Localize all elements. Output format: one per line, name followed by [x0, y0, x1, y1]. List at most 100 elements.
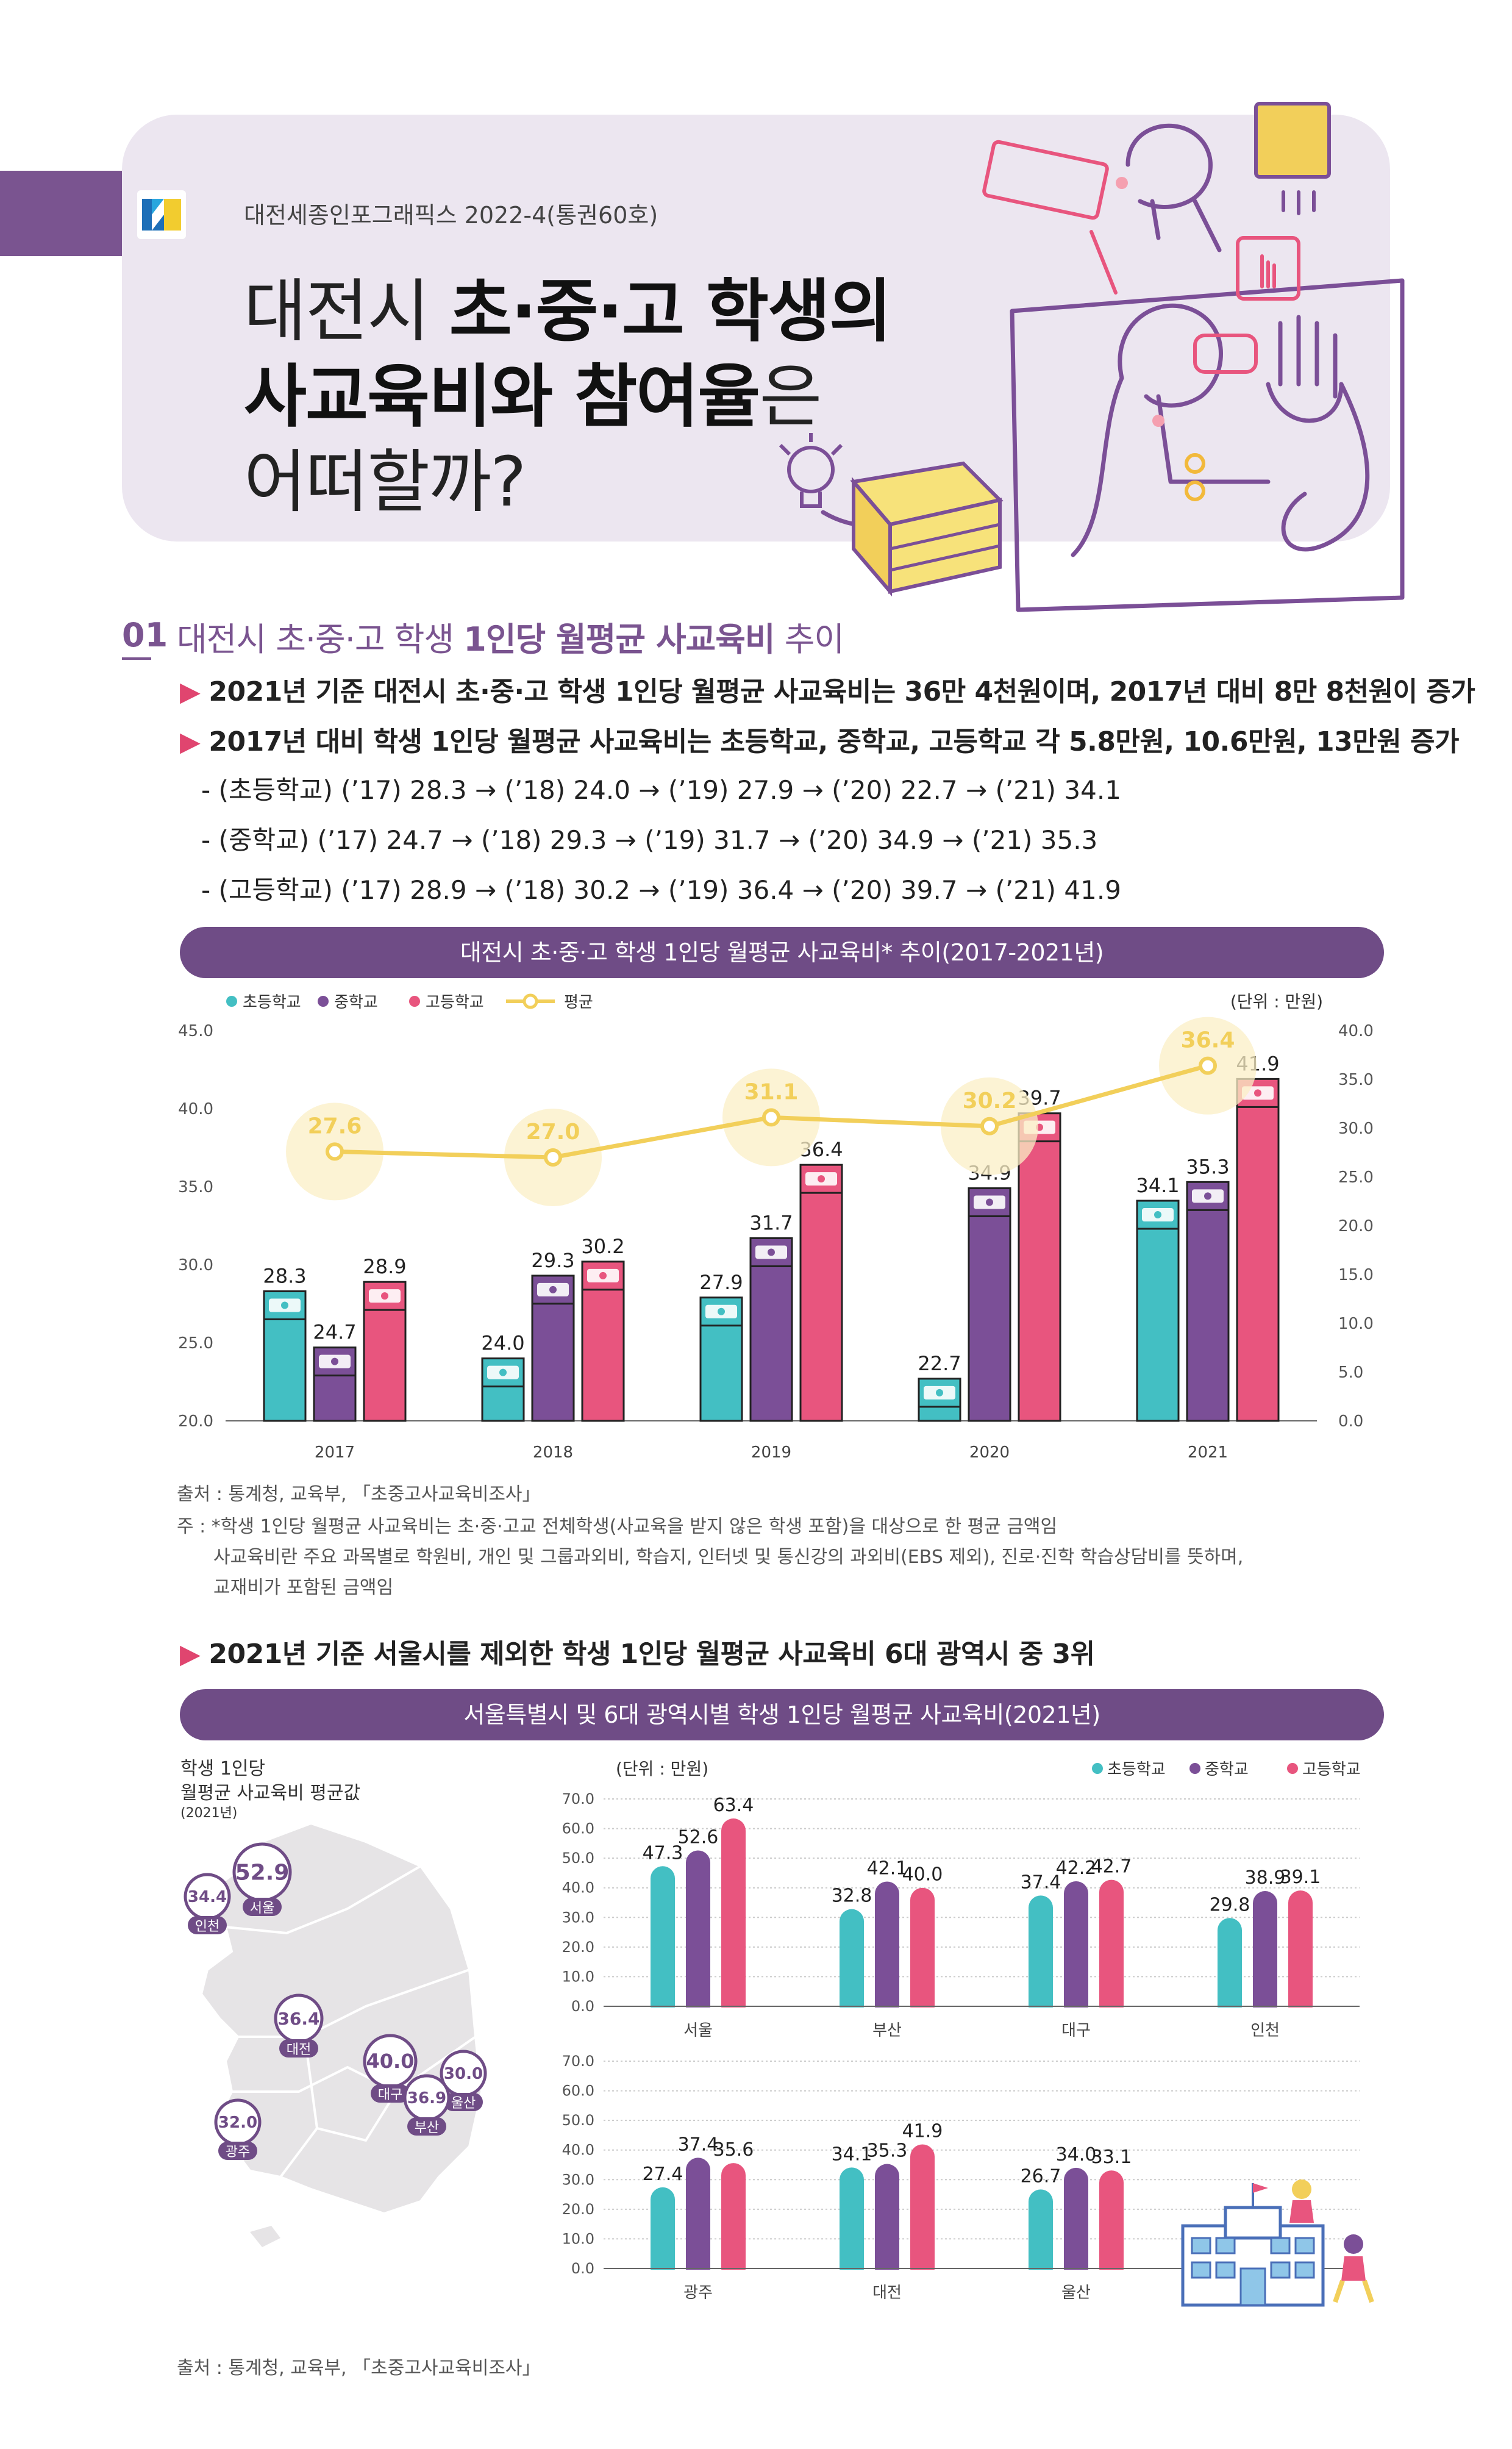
map-city-value: 36.9 [407, 2089, 446, 2108]
bar [968, 1187, 1011, 1422]
bullet-3: ▶ 2021년 기준 서울시를 제외한 학생 1인당 월평균 사교육비 6대 광역… [180, 1639, 1095, 1670]
bar-value-label: 31.7 [749, 1211, 793, 1234]
map-city-value: 32.0 [218, 2114, 257, 2132]
map-jeju [250, 2226, 280, 2247]
map-city-name: 대구 [378, 2087, 402, 2103]
y-tick-right: 15.0 [1338, 1266, 1374, 1284]
bar-value-label: 39.1 [1280, 1867, 1321, 1888]
map-city-badge [407, 2117, 446, 2136]
bar [721, 1818, 746, 2018]
legend-label: 초등학교 [243, 993, 301, 1012]
x-tick-label: 서울 [683, 2022, 713, 2040]
legend-middle-dot [318, 996, 329, 1007]
bar-value-label: 47.3 [643, 1842, 683, 1864]
bar-value-label: 28.3 [263, 1265, 306, 1288]
map-city-name: 울산 [451, 2096, 476, 2111]
y-tick-right: 0.0 [1338, 1412, 1363, 1431]
bar-value-label: 29.3 [531, 1249, 574, 1272]
bullet-triangle-icon: ▶ [180, 726, 201, 757]
detail-elementary: - (초등학교) (’17) 28.3 → (’18) 24.0 → (’19)… [201, 775, 1121, 805]
bar [799, 1164, 843, 1422]
map-city-badge [188, 1916, 227, 1934]
map-city-name: 부산 [415, 2120, 439, 2136]
x-tick-label: 대구 [1061, 2022, 1091, 2040]
bar-value-label: 27.9 [699, 1271, 743, 1294]
y-tick-right: 35.0 [1338, 1071, 1374, 1089]
y-tick: 40.0 [562, 2142, 594, 2159]
bar-value-label: 34.1 [1136, 1174, 1179, 1197]
map-city-badge [218, 2142, 257, 2160]
y-tick-left: 30.0 [178, 1256, 213, 1275]
y-tick: 20.0 [562, 1939, 594, 1956]
map-city-value: 40.0 [366, 2050, 415, 2073]
section-title: 대전시 초·중·고 학생 1인당 월평균 사교육비 추이 [177, 620, 844, 659]
legend-elementary-dot [226, 996, 237, 1007]
bar-value-label: 24.7 [313, 1321, 356, 1344]
bar [875, 2164, 899, 2281]
average-value-label: 27.0 [526, 1120, 580, 1145]
bar-money-icon-dot [381, 1292, 388, 1300]
chart1-note-2: 사교육비란 주요 과목별로 학원비, 개인 및 그룹과외비, 학습지, 인터넷 … [213, 1546, 1244, 1568]
bar-money-icon-dot [936, 1389, 943, 1396]
y-tick-right: 25.0 [1338, 1168, 1374, 1187]
school-illustration [1181, 2179, 1374, 2307]
korea-map: 학생 1인당 월평균 사교육비 평균값 (2021년) 52.9 서울 34.4 인천… [180, 1758, 487, 2247]
bar [1236, 1078, 1280, 1422]
bar [910, 2144, 935, 2281]
bar [1018, 1112, 1061, 1422]
y-tick: 10.0 [562, 1968, 594, 1985]
y-tick: 70.0 [562, 2053, 594, 2070]
average-point [762, 1108, 780, 1127]
bar-value-label: 42.7 [1091, 1856, 1132, 1878]
publication-info: 대전세종인포그래픽스 2022-4(통권60호) [244, 202, 658, 229]
y-tick-left: 35.0 [178, 1178, 213, 1196]
bar [651, 2187, 675, 2281]
bar-value-label: 30.2 [581, 1235, 624, 1258]
bar-value-label: 26.7 [1021, 2165, 1061, 2187]
average-value-label: 27.6 [308, 1114, 362, 1139]
bullet-1: ▶ 2021년 기준 대전시 초·중·고 학생 1인당 월평균 사교육비는 36만… [180, 676, 1475, 707]
map-city-name: 서울 [250, 1901, 274, 1916]
bar [1029, 1895, 1053, 2018]
chart2-svg: (단위 : 만원) 초등학교 중학교 고등학교 70.0 60.0 50.0 40.0 30.0… [562, 1759, 1361, 2302]
average-value-label: 30.2 [963, 1089, 1017, 1114]
chart1-source: 출처 : 통계청, 교육부, 「초중고사교육비조사」 [177, 1484, 541, 1505]
detail-middle: - (중학교) (’17) 24.7 → (’18) 29.3 → (’19) … [201, 825, 1098, 855]
title-line-2: 사교육비와 참여율은 [244, 357, 822, 437]
section-number-underline [122, 657, 151, 660]
legend-high-dot [1287, 1763, 1298, 1774]
map-city-badge [444, 2093, 483, 2111]
bar-value-label: 42.1 [867, 1858, 908, 1879]
y-tick-left: 20.0 [178, 1412, 213, 1431]
average-point [544, 1148, 562, 1167]
bar-value-label: 24.0 [481, 1332, 524, 1355]
bar [1099, 1879, 1124, 2018]
map-city-value: 34.4 [188, 1888, 227, 1906]
bar [749, 1237, 793, 1422]
bar-value-label: 33.1 [1091, 2147, 1132, 2168]
axis-mask [604, 2007, 1360, 2021]
bar-value-label: 37.4 [678, 2134, 719, 2155]
logo-icon [137, 190, 186, 239]
bar [1029, 2189, 1053, 2281]
average-point [1199, 1056, 1217, 1075]
map-city-value: 52.9 [235, 1861, 290, 1886]
chart2-unit: (단위 : 만원) [616, 1759, 708, 1779]
map-city-badge [243, 1898, 282, 1916]
axis-mask [604, 2270, 1360, 2283]
chart1-svg: 초등학교 중학교 고등학교 평균 (단위 : 만원) 45.0 40.0 35.0 30.0 25… [178, 992, 1374, 1462]
x-tick-label: 부산 [872, 2022, 902, 2040]
map-title-1: 학생 1인당 [180, 1758, 265, 1779]
bar-money-icon-dot [549, 1285, 557, 1293]
bar-money-icon-dot [331, 1357, 338, 1365]
bar [531, 1275, 575, 1422]
y-tick: 60.0 [562, 1820, 594, 1837]
y-tick: 50.0 [562, 2112, 594, 2129]
title-line-1: 대전시 초·중·고 학생의 [244, 272, 892, 351]
legend-middle-dot [1189, 1763, 1200, 1774]
bar [1099, 2170, 1124, 2281]
chart1-unit: (단위 : 만원) [1230, 992, 1323, 1012]
bar-value-label: 41.9 [902, 2120, 943, 2142]
y-tick: 0.0 [571, 1998, 594, 2015]
bar [686, 2158, 710, 2281]
